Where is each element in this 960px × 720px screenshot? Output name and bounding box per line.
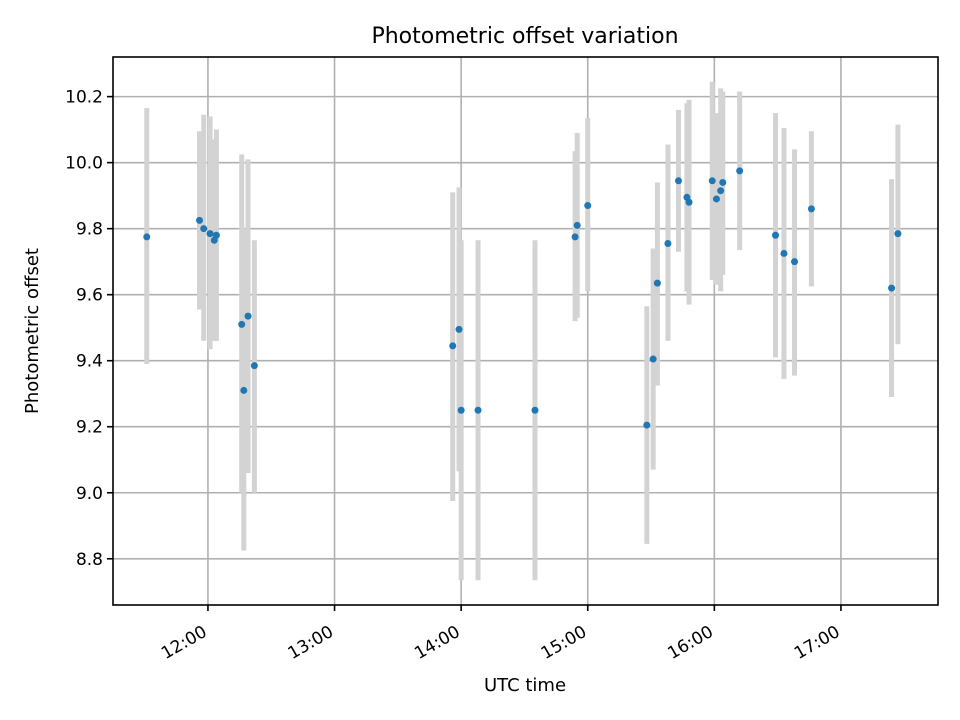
y-tick-label: 10.2 bbox=[65, 88, 103, 108]
y-tick-label: 8.8 bbox=[76, 550, 103, 570]
data-points bbox=[143, 167, 902, 429]
data-point bbox=[474, 406, 482, 414]
data-point bbox=[791, 258, 799, 266]
y-tick-label: 9.6 bbox=[76, 286, 103, 306]
x-axis-label: UTC time bbox=[484, 675, 566, 696]
y-tick-label: 9.8 bbox=[76, 220, 103, 240]
data-point bbox=[143, 233, 151, 241]
data-point bbox=[780, 249, 788, 257]
data-point bbox=[584, 202, 592, 210]
plot-frame bbox=[112, 56, 939, 606]
data-point bbox=[664, 240, 672, 248]
x-tick-label: 12:00 bbox=[158, 622, 210, 664]
data-point bbox=[571, 233, 579, 241]
data-point bbox=[206, 230, 214, 238]
data-point bbox=[210, 236, 218, 244]
x-tick-label: 15:00 bbox=[538, 622, 590, 664]
data-point bbox=[250, 362, 258, 370]
data-point bbox=[455, 325, 463, 333]
data-point bbox=[531, 406, 539, 414]
data-point bbox=[717, 187, 725, 195]
x-tick-label: 17:00 bbox=[791, 622, 843, 664]
data-point bbox=[685, 198, 693, 206]
y-tick-label: 10.0 bbox=[65, 154, 103, 174]
y-tick-label: 9.4 bbox=[76, 352, 103, 372]
data-point bbox=[894, 230, 902, 238]
data-point bbox=[196, 216, 204, 224]
data-point bbox=[807, 205, 815, 213]
data-point bbox=[719, 178, 727, 186]
data-point bbox=[573, 221, 581, 229]
x-tick-label: 16:00 bbox=[664, 622, 716, 664]
data-point bbox=[200, 225, 208, 233]
data-point bbox=[244, 312, 252, 320]
data-point bbox=[457, 406, 465, 414]
data-point bbox=[712, 195, 720, 203]
y-tick-label: 9.0 bbox=[76, 484, 103, 504]
y-tick-label: 9.2 bbox=[76, 418, 103, 438]
grid bbox=[113, 57, 938, 605]
chart-title: Photometric offset variation bbox=[371, 24, 678, 49]
data-point bbox=[674, 177, 682, 185]
y-axis-ticks: 8.8 9.0 9.2 9.4 9.6 9.8 10.0 10.2 bbox=[65, 88, 113, 570]
x-axis-ticks: 12:00 13:00 14:00 15:00 16:00 17:00 bbox=[158, 605, 843, 664]
data-point bbox=[772, 231, 780, 239]
error-bars bbox=[144, 81, 901, 581]
data-point bbox=[736, 167, 744, 175]
data-point bbox=[238, 320, 246, 328]
x-tick-label: 14:00 bbox=[411, 622, 463, 664]
data-point bbox=[449, 342, 457, 350]
y-axis-label: Photometric offset bbox=[22, 248, 43, 414]
data-point bbox=[653, 279, 661, 287]
data-point bbox=[643, 421, 651, 429]
data-point bbox=[888, 284, 896, 292]
data-point bbox=[240, 386, 248, 394]
data-point bbox=[649, 355, 657, 363]
x-tick-label: 13:00 bbox=[285, 622, 337, 664]
data-point bbox=[708, 177, 716, 185]
